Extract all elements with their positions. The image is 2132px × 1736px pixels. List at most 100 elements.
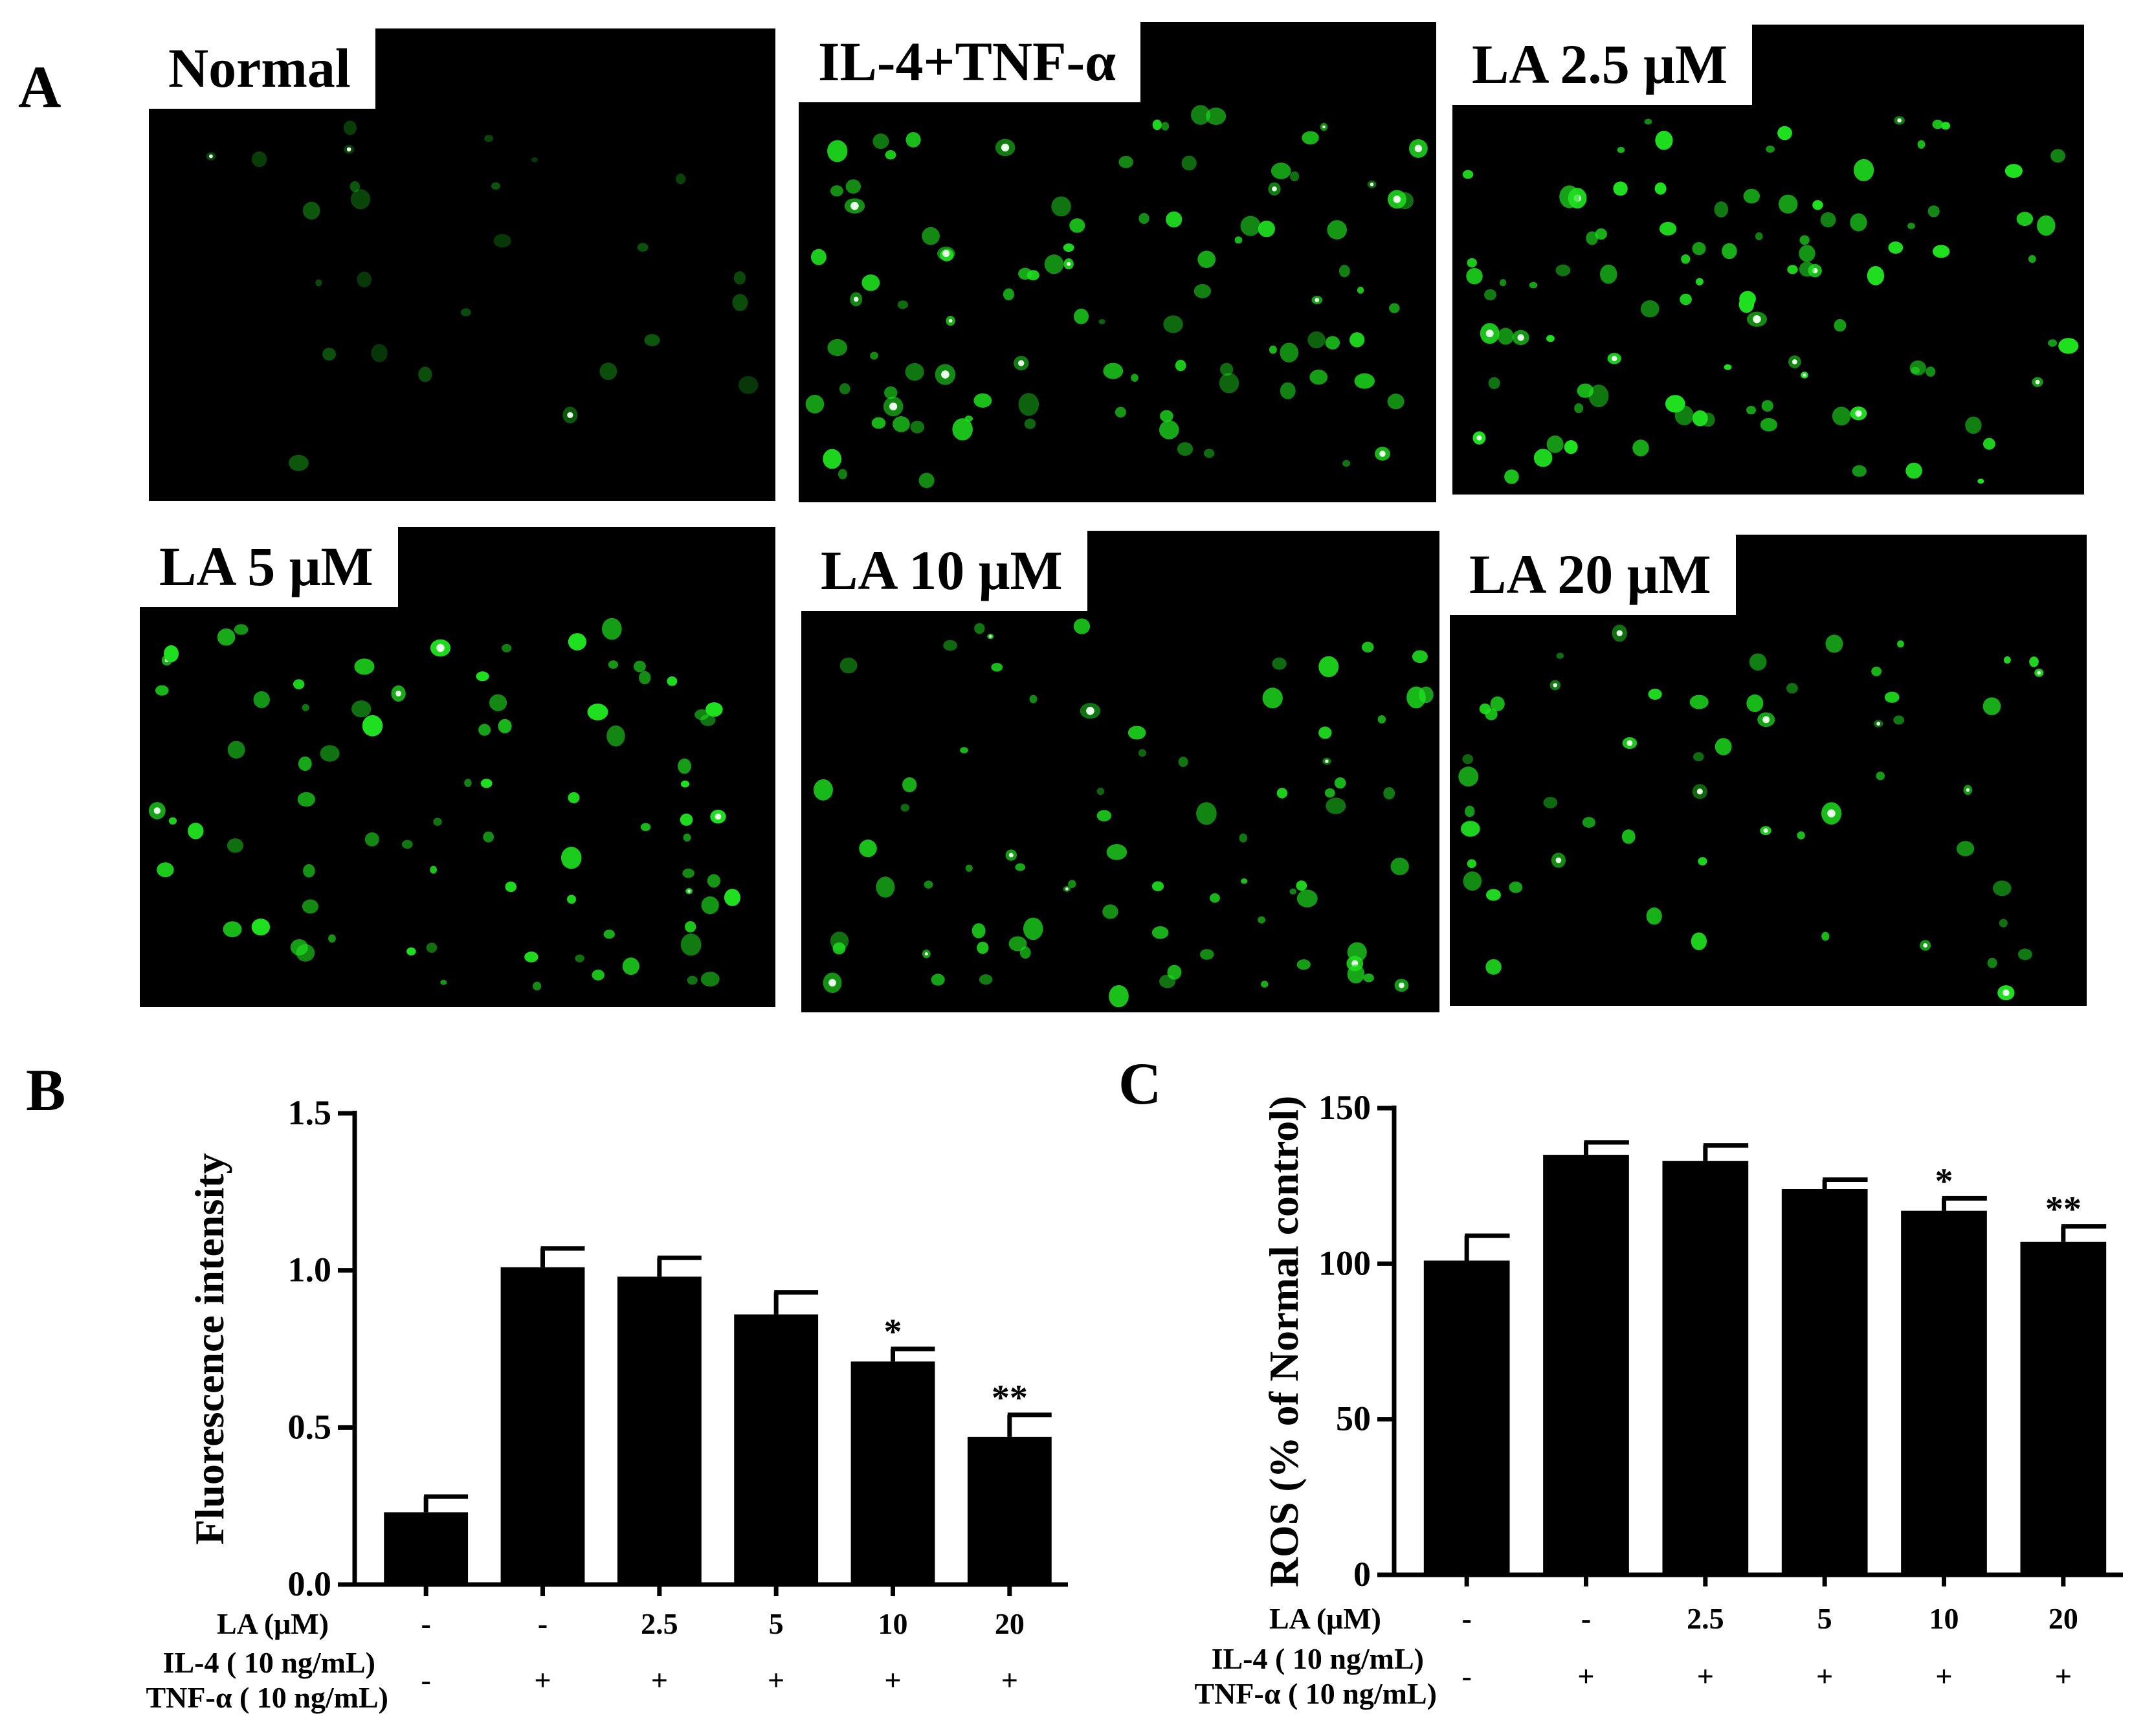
fluorescent-cell xyxy=(1069,218,1085,233)
fluorescent-cell-core xyxy=(1855,410,1862,417)
fluorescent-cell-core xyxy=(941,370,949,379)
fluorescent-cell xyxy=(1812,200,1823,210)
fluorescent-cell xyxy=(1334,777,1346,789)
fluorescent-cell xyxy=(1834,319,1847,332)
fluorescent-cell xyxy=(290,939,308,956)
fluorescent-cell xyxy=(1760,417,1777,432)
fluorescent-cell xyxy=(638,671,651,685)
fluorescent-cell-core xyxy=(1876,722,1881,726)
fluorescent-cell xyxy=(253,691,270,708)
la-value: - xyxy=(1462,1602,1472,1635)
fluorescent-cell xyxy=(1258,220,1275,238)
fluorescent-cell xyxy=(1178,756,1188,768)
fluorescent-cell xyxy=(885,150,896,160)
fluorescent-cell-core xyxy=(1616,630,1623,636)
fluorescent-cell xyxy=(1462,170,1474,179)
fluorescent-cell xyxy=(1239,833,1247,843)
fluorescent-cell-core xyxy=(1517,334,1524,341)
fluorescent-cell xyxy=(1825,634,1843,653)
fluorescent-cell xyxy=(1018,267,1032,280)
fluorescent-cell xyxy=(1546,435,1564,453)
y-tick-label: 1.0 xyxy=(288,1251,332,1289)
fluorescent-cell xyxy=(1927,205,1940,217)
fluorescent-cell xyxy=(2003,656,2011,664)
y-tick-label: 100 xyxy=(1318,1243,1371,1282)
bar xyxy=(1901,1210,1987,1575)
fluorescent-cell xyxy=(1296,880,1307,891)
fluorescent-cell xyxy=(1574,403,1584,414)
fluorescent-cell xyxy=(1655,130,1673,150)
fluorescent-cell xyxy=(2029,656,2039,667)
fluorescent-cell xyxy=(1715,738,1732,755)
micrograph-label: IL-4+TNF-α xyxy=(799,22,1141,102)
fluorescent-cell xyxy=(1648,688,1662,700)
la-value: - xyxy=(421,1607,431,1640)
bar xyxy=(500,1267,585,1585)
fluorescent-cell xyxy=(1646,907,1662,925)
fluorescent-cell xyxy=(343,120,357,135)
fluorescent-cell xyxy=(1533,449,1553,467)
fluorescent-cell xyxy=(884,386,898,399)
cell-field xyxy=(813,618,1434,1008)
fluorescent-cell xyxy=(1152,119,1162,131)
fluorescent-cell xyxy=(1280,382,1296,399)
fluorescent-cell xyxy=(960,747,968,753)
fluorescent-cell xyxy=(1175,359,1186,372)
fluorescent-cell-core xyxy=(567,412,573,418)
fluorescent-cell xyxy=(1272,657,1287,670)
fluorescent-cell xyxy=(1324,788,1335,798)
fluorescent-cell xyxy=(1349,332,1365,348)
fluorescent-cell-core xyxy=(942,250,950,258)
fluorescent-cell-core xyxy=(1762,716,1770,724)
fluorescent-cell xyxy=(606,725,625,747)
fluorescent-cell xyxy=(705,702,723,717)
fluorescent-cell-core xyxy=(948,318,953,323)
fluorescent-cell xyxy=(1897,640,1904,648)
fluorescent-cell xyxy=(464,779,472,787)
fluorescent-cell xyxy=(1151,926,1169,939)
fluorescent-cell xyxy=(1739,291,1756,307)
fluorescent-cell xyxy=(567,895,577,904)
fluorescent-cell xyxy=(644,334,660,346)
micrograph-la-10: LA 10 μM xyxy=(801,531,1439,1012)
fluorescent-cell xyxy=(1206,107,1227,126)
fluorescent-cell xyxy=(872,133,889,150)
fluorescent-cell xyxy=(1361,641,1374,653)
fluorescent-cell xyxy=(724,889,741,906)
fluorescent-cell xyxy=(839,383,850,395)
fluorescent-cell-core xyxy=(1315,298,1320,302)
significance-marker: * xyxy=(884,1312,902,1352)
fluorescent-cell xyxy=(603,929,616,939)
fluorescent-cell xyxy=(1044,254,1064,274)
fluorescent-cell xyxy=(293,679,305,689)
fluorescent-cell xyxy=(1465,805,1475,818)
la-value: 5 xyxy=(1817,1602,1832,1635)
fluorescent-cell xyxy=(587,704,608,720)
fluorescent-cell xyxy=(460,308,471,317)
fluorescent-cell xyxy=(1269,345,1277,354)
fluorescent-cell xyxy=(1799,262,1815,277)
bar xyxy=(850,1361,935,1585)
fluorescent-cell xyxy=(931,974,945,986)
la-value: 2.5 xyxy=(641,1607,678,1640)
fluorescent-cell xyxy=(1387,394,1405,410)
y-tick-label: 0.5 xyxy=(288,1407,332,1446)
fluorescent-cell xyxy=(682,868,694,878)
fluorescent-cell xyxy=(1347,964,1365,984)
fluorescent-cell xyxy=(1724,364,1732,370)
fluorescent-cell xyxy=(357,271,372,287)
fluorescent-cell xyxy=(700,972,720,987)
fluorescent-cell xyxy=(1363,974,1374,983)
fluorescent-cell xyxy=(1276,788,1288,799)
fluorescent-cell xyxy=(498,718,512,733)
fluorescent-cell xyxy=(1743,188,1760,204)
fluorescent-cell-core xyxy=(1923,943,1927,948)
fluorescent-cell xyxy=(738,376,759,394)
fluorescent-cell xyxy=(1546,335,1555,342)
fluorescent-cell xyxy=(1008,936,1027,951)
fluorescent-cell-core xyxy=(924,952,928,956)
fluorescent-cell-core xyxy=(1018,360,1025,366)
fluorescent-cell xyxy=(1691,932,1707,951)
fluorescent-cell xyxy=(1166,211,1183,228)
